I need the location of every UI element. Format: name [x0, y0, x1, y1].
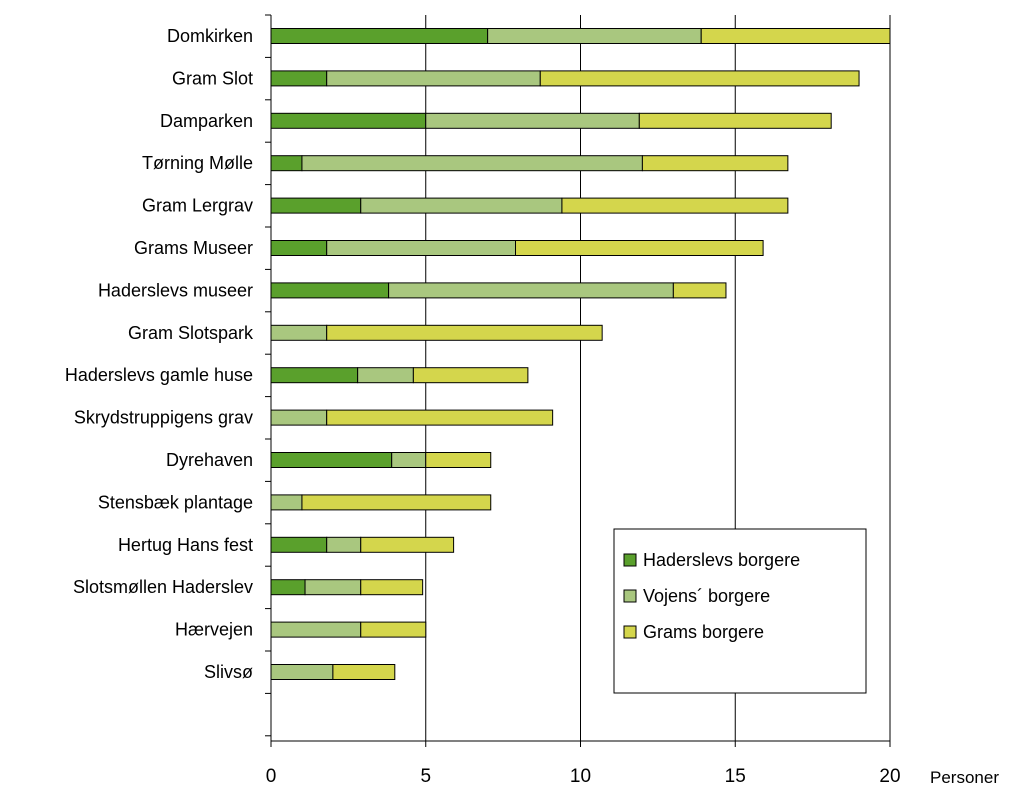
bar-1-1 — [270, 28, 489, 44]
x-tick-label-4: 20 — [879, 766, 900, 787]
category-label-10: Skrydstruppigens grav — [74, 408, 253, 428]
category-labels: Domkirken Gram Slot Damparken Tørning Mølle… — [65, 26, 254, 682]
bar-1-6 — [270, 240, 328, 256]
bars — [270, 28, 891, 680]
bar-1-3 — [270, 112, 427, 129]
bar-2-10 — [270, 409, 328, 426]
legend-items: Haderslevs borgere Vojens´ borgere Grams b… — [623, 550, 800, 642]
bar-3-6 — [515, 240, 764, 256]
bar-1-13 — [270, 536, 328, 553]
category-label-12: Stensbæk plantage — [98, 492, 253, 512]
category-label-7: Haderslevs museer — [98, 280, 253, 300]
category-label-6: Grams Museer — [134, 238, 253, 258]
bar-2-14 — [304, 579, 362, 596]
bar-3-12 — [301, 494, 492, 511]
x-tick-label-2: 10 — [570, 766, 591, 787]
x-tick-label-3: 15 — [725, 766, 746, 787]
bar-1-7 — [270, 282, 390, 299]
bar-2-8 — [270, 324, 328, 341]
category-label-3: Damparken — [160, 111, 253, 131]
bar-3-4 — [641, 155, 789, 172]
bar-3-2 — [539, 70, 860, 87]
category-label-1: Domkirken — [167, 26, 253, 46]
category-label-14: Slotsmøllen Haderslev — [73, 577, 253, 597]
bar-1-14 — [270, 579, 306, 596]
legend-label-1: Haderslevs borgere — [643, 550, 800, 570]
bar-3-3 — [638, 112, 832, 129]
bar-1-5 — [270, 197, 362, 214]
bar-2-11 — [391, 452, 427, 468]
bar-3-1 — [700, 28, 891, 44]
x-tick-label-1: 5 — [420, 766, 431, 787]
bar-3-16 — [332, 664, 396, 680]
bar-2-7 — [388, 282, 674, 299]
x-axis-label: Personer — [930, 768, 999, 787]
legend-swatch-1 — [623, 553, 637, 567]
bar-3-7 — [672, 282, 727, 299]
bar-3-13 — [360, 536, 455, 553]
bar-3-11 — [425, 452, 492, 468]
bar-1-11 — [270, 452, 393, 468]
category-label-9: Haderslevs gamle huse — [65, 365, 253, 385]
bar-2-9 — [357, 367, 414, 384]
bar-2-6 — [326, 240, 517, 256]
bar-2-15 — [270, 621, 362, 638]
bar-3-8 — [326, 324, 603, 341]
x-tick-label-0: 0 — [266, 766, 277, 787]
axes — [265, 14, 891, 747]
bar-2-12 — [270, 494, 303, 511]
legend-swatch-3 — [623, 625, 637, 639]
category-label-2: Gram Slot — [172, 68, 253, 88]
bar-3-5 — [561, 197, 789, 214]
bar-3-15 — [360, 621, 427, 638]
legend: Haderslevs borgere Vojens´ borgere Grams b… — [613, 528, 867, 694]
x-tick-labels: 0 5 10 15 20 — [266, 766, 901, 787]
bar-2-4 — [301, 155, 643, 172]
bar-2-1 — [487, 28, 702, 44]
category-label-13: Hertug Hans fest — [118, 535, 253, 555]
bar-1-2 — [270, 70, 328, 87]
bar-2-13 — [326, 536, 362, 553]
bar-3-9 — [412, 367, 529, 384]
legend-label-3: Grams borgere — [643, 622, 764, 642]
bar-3-14 — [360, 579, 424, 596]
category-label-15: Hærvejen — [175, 620, 253, 640]
category-label-11: Dyrehaven — [166, 450, 253, 470]
category-label-5: Gram Lergrav — [142, 196, 253, 216]
bar-2-2 — [326, 70, 541, 87]
bar-1-9 — [270, 367, 359, 384]
bar-3-10 — [326, 409, 554, 426]
category-label-4: Tørning Mølle — [142, 153, 253, 173]
legend-box — [613, 528, 867, 694]
bar-2-3 — [425, 112, 640, 129]
bar-2-16 — [270, 664, 334, 680]
bar-1-4 — [270, 155, 303, 172]
category-label-8: Gram Slotspark — [128, 323, 254, 343]
legend-label-2: Vojens´ borgere — [643, 586, 770, 606]
category-label-16: Slivsø — [204, 662, 253, 682]
legend-swatch-2 — [623, 589, 637, 603]
bar-2-5 — [360, 197, 563, 214]
